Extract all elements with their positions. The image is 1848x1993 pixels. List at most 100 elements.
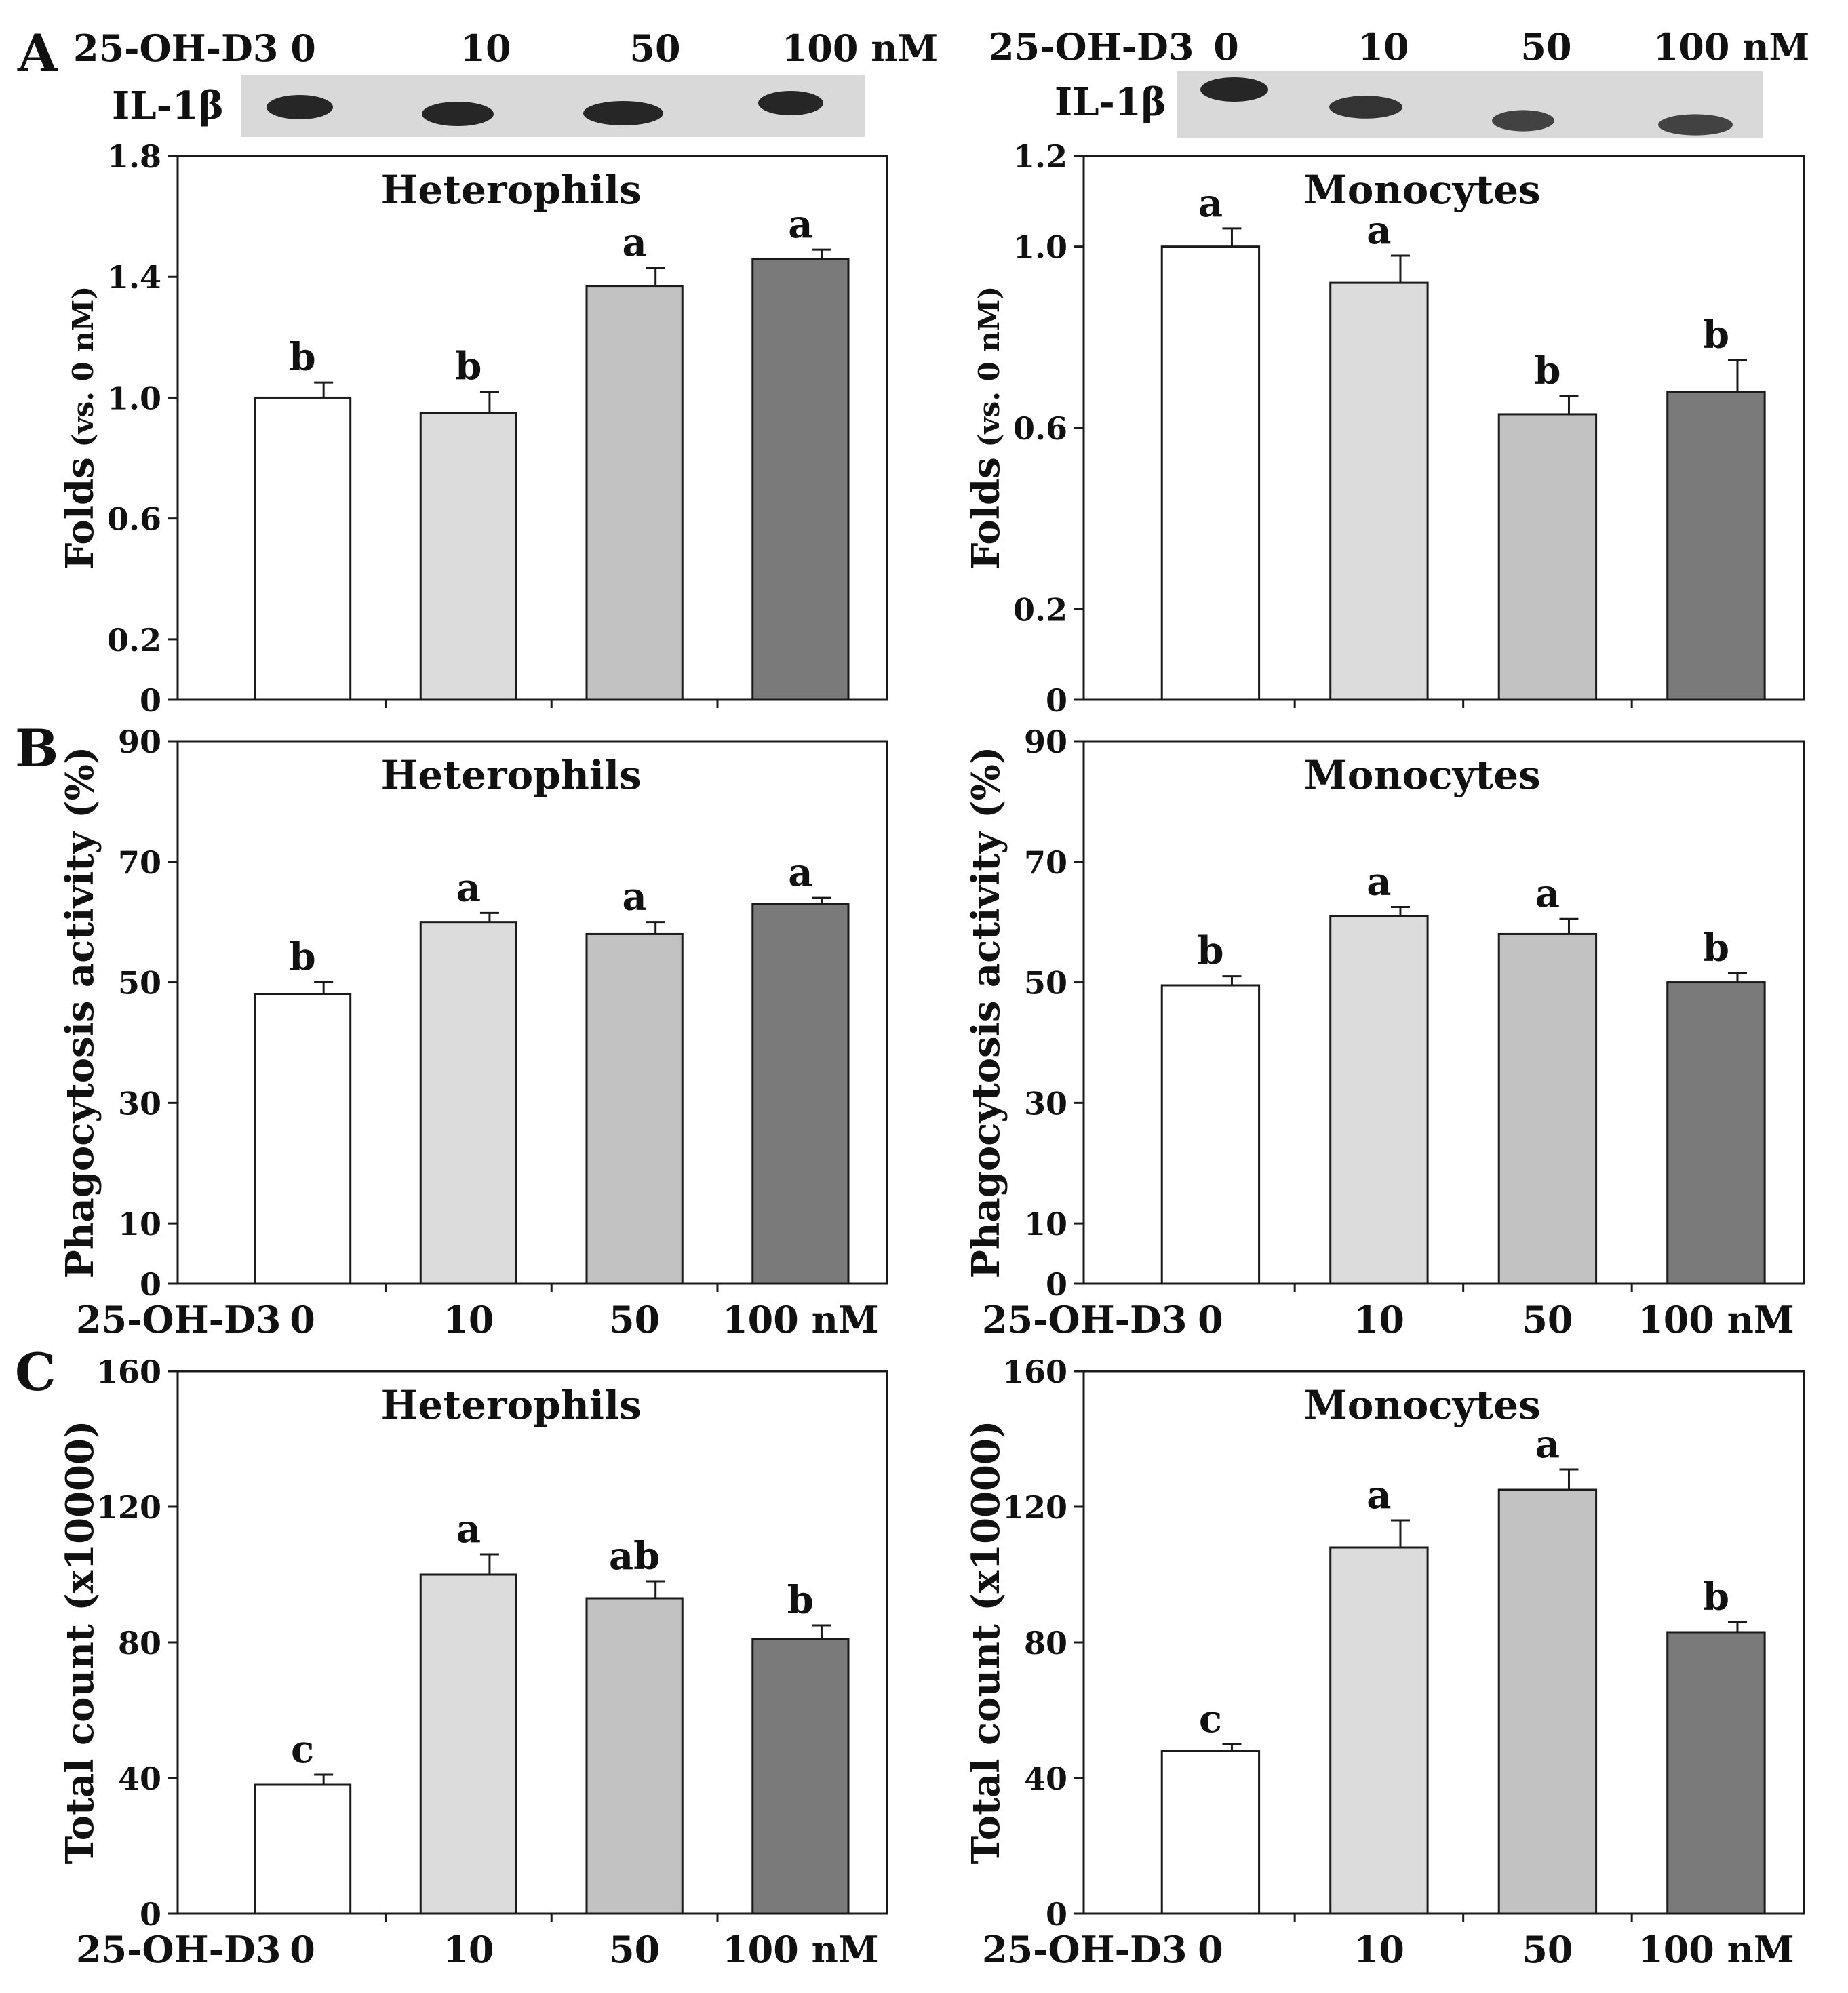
y-axis-label: Phagocytosis activity (%) [964,747,1008,1279]
y-axis-label: Folds (vs. 0 nM) [964,286,1008,570]
blot-panel-0: 25-OH-D3 0 10 50 100 nM IL-1β [73,26,938,137]
blot-band [1492,110,1554,132]
x-tick-label: 10 [443,1298,494,1341]
significance-letter: b [787,1578,814,1623]
blot-band [583,101,663,125]
blot-dose-label: 50 [629,26,680,70]
x-tick-label: 100 nM [722,1298,879,1341]
y-tick-label: 40 [1024,1760,1067,1797]
x-tick-label: 100 nM [722,1928,879,1971]
y-axis-label: Phagocytosis activity (%) [58,747,102,1279]
significance-letter: a [1198,181,1223,226]
y-axis-label-main: Folds [964,457,1008,570]
y-tick-label: 0 [140,682,161,719]
significance-letter: c [1199,1697,1222,1741]
bar [1666,981,1766,1285]
chart-C-heterophils: Heterophils 0 40 80 120 160 Total count (x1000… [58,1354,888,1971]
bar [1329,1546,1429,1915]
blot-band [1200,77,1268,102]
x-treatment-label: 25-OH-D3 [982,1928,1187,1971]
panel-letter-b: B [15,718,58,778]
panel-letter-b-text: B [15,718,58,778]
chart-layer: Heterophils 0 0.2 0.6 1.0 1.4 1.8 Folds (vs. 0 … [58,138,1805,1971]
x-tick-label: 0 [290,1928,315,1971]
y-axis-label-main: Phagocytosis activity (%) [964,747,1008,1279]
bar [1497,413,1598,701]
blot-treatment-label: 25-OH-D3 [989,25,1194,68]
y-tick-label: 1.0 [107,380,161,416]
y-tick-label: 30 [118,1085,161,1122]
significance-letter: b [290,935,316,980]
x-tick-label: 0 [1198,1298,1223,1341]
blot-band [267,95,333,119]
x-treatment-label: 25-OH-D3 [76,1928,281,1971]
y-tick-label: 0 [140,1266,161,1303]
significance-letter: c [291,1727,314,1772]
significance-letter: b [455,344,481,389]
y-tick-label: 1.4 [107,259,161,296]
plot-frame [1082,740,1805,1285]
bar [253,1783,352,1915]
y-tick-label: 70 [118,844,161,881]
y-tick-label: 0 [1046,1896,1067,1933]
significance-letter: a [788,202,812,247]
significance-letter: a [622,220,646,265]
blot-dose-label: 100 nM [1653,25,1810,68]
significance-letter: a [1367,208,1391,253]
blot-protein-label: IL-1β [112,83,224,128]
x-tick-label: 50 [609,1928,660,1971]
x-tick-label: 100 nM [1638,1928,1794,1971]
y-tick-label: 70 [1024,844,1067,881]
bar [253,396,352,701]
y-axis-label: Total count (x10000) [964,1421,1008,1865]
panel-letter-a: A [17,23,58,83]
blot-dose-label: 10 [1358,25,1409,68]
blot-panel-1: 25-OH-D3 0 10 50 100 nM IL-1β [989,25,1809,138]
y-axis-label-sub: (vs. 0 nM) [66,286,100,458]
panel-letter-c: C [15,1342,56,1402]
chart-title: Heterophils [381,167,642,213]
y-axis-label-sub: (vs. 0 nM) [972,286,1006,458]
bar [1160,984,1261,1285]
bar [585,285,684,701]
blot-dose-label: 50 [1520,25,1571,68]
blot-dose-label: 100 nM [782,26,939,70]
significance-letter: b [1703,313,1729,357]
y-axis-label-main: Total count (x10000) [58,1421,102,1865]
y-tick-label: 0.6 [107,501,161,538]
blot-protein-label: IL-1β [1055,80,1166,125]
bar [1666,391,1766,701]
y-tick-label: 30 [1024,1085,1067,1122]
y-tick-label: 40 [118,1760,161,1797]
blot-dose-label: 0 [290,26,316,70]
x-tick-label: 0 [290,1298,315,1341]
y-axis-label: Total count (x10000) [58,1421,102,1865]
y-tick-label: 0 [140,1896,161,1933]
plot-frame [176,740,888,1285]
y-tick-label: 1.8 [107,138,161,175]
x-treatment-label: 25-OH-D3 [76,1298,281,1341]
bar [585,932,684,1285]
significance-letter: b [290,335,316,380]
y-axis-label-main: Folds [58,457,102,570]
blot-band [1329,96,1402,119]
chart-B-monocytes: Monocytes 0 10 30 50 70 90 Phagocytosis activit… [964,724,1805,1341]
y-tick-label: 0 [1046,682,1067,719]
y-tick-label: 160 [96,1354,161,1390]
chart-title: Heterophils [381,752,642,798]
blot-treatment-label: 25-OH-D3 [73,26,278,70]
y-tick-label: 1.0 [1013,229,1067,266]
y-tick-label: 80 [1024,1625,1067,1661]
chart-title: Monocytes [1304,1382,1541,1428]
chart-A-heterophils: Heterophils 0 0.2 0.6 1.0 1.4 1.8 Folds (vs. 0 … [58,138,888,719]
y-tick-label: 120 [96,1489,161,1526]
x-tick-label: 10 [443,1928,494,1971]
x-tick-label: 10 [1354,1928,1404,1971]
significance-letter: a [1535,871,1560,916]
blot-dose-label: 10 [460,26,511,70]
significance-letter: b [1703,926,1729,970]
bar [1497,1488,1598,1915]
y-axis-label-main: Total count (x10000) [964,1421,1008,1865]
significance-letter: ab [609,1534,660,1579]
